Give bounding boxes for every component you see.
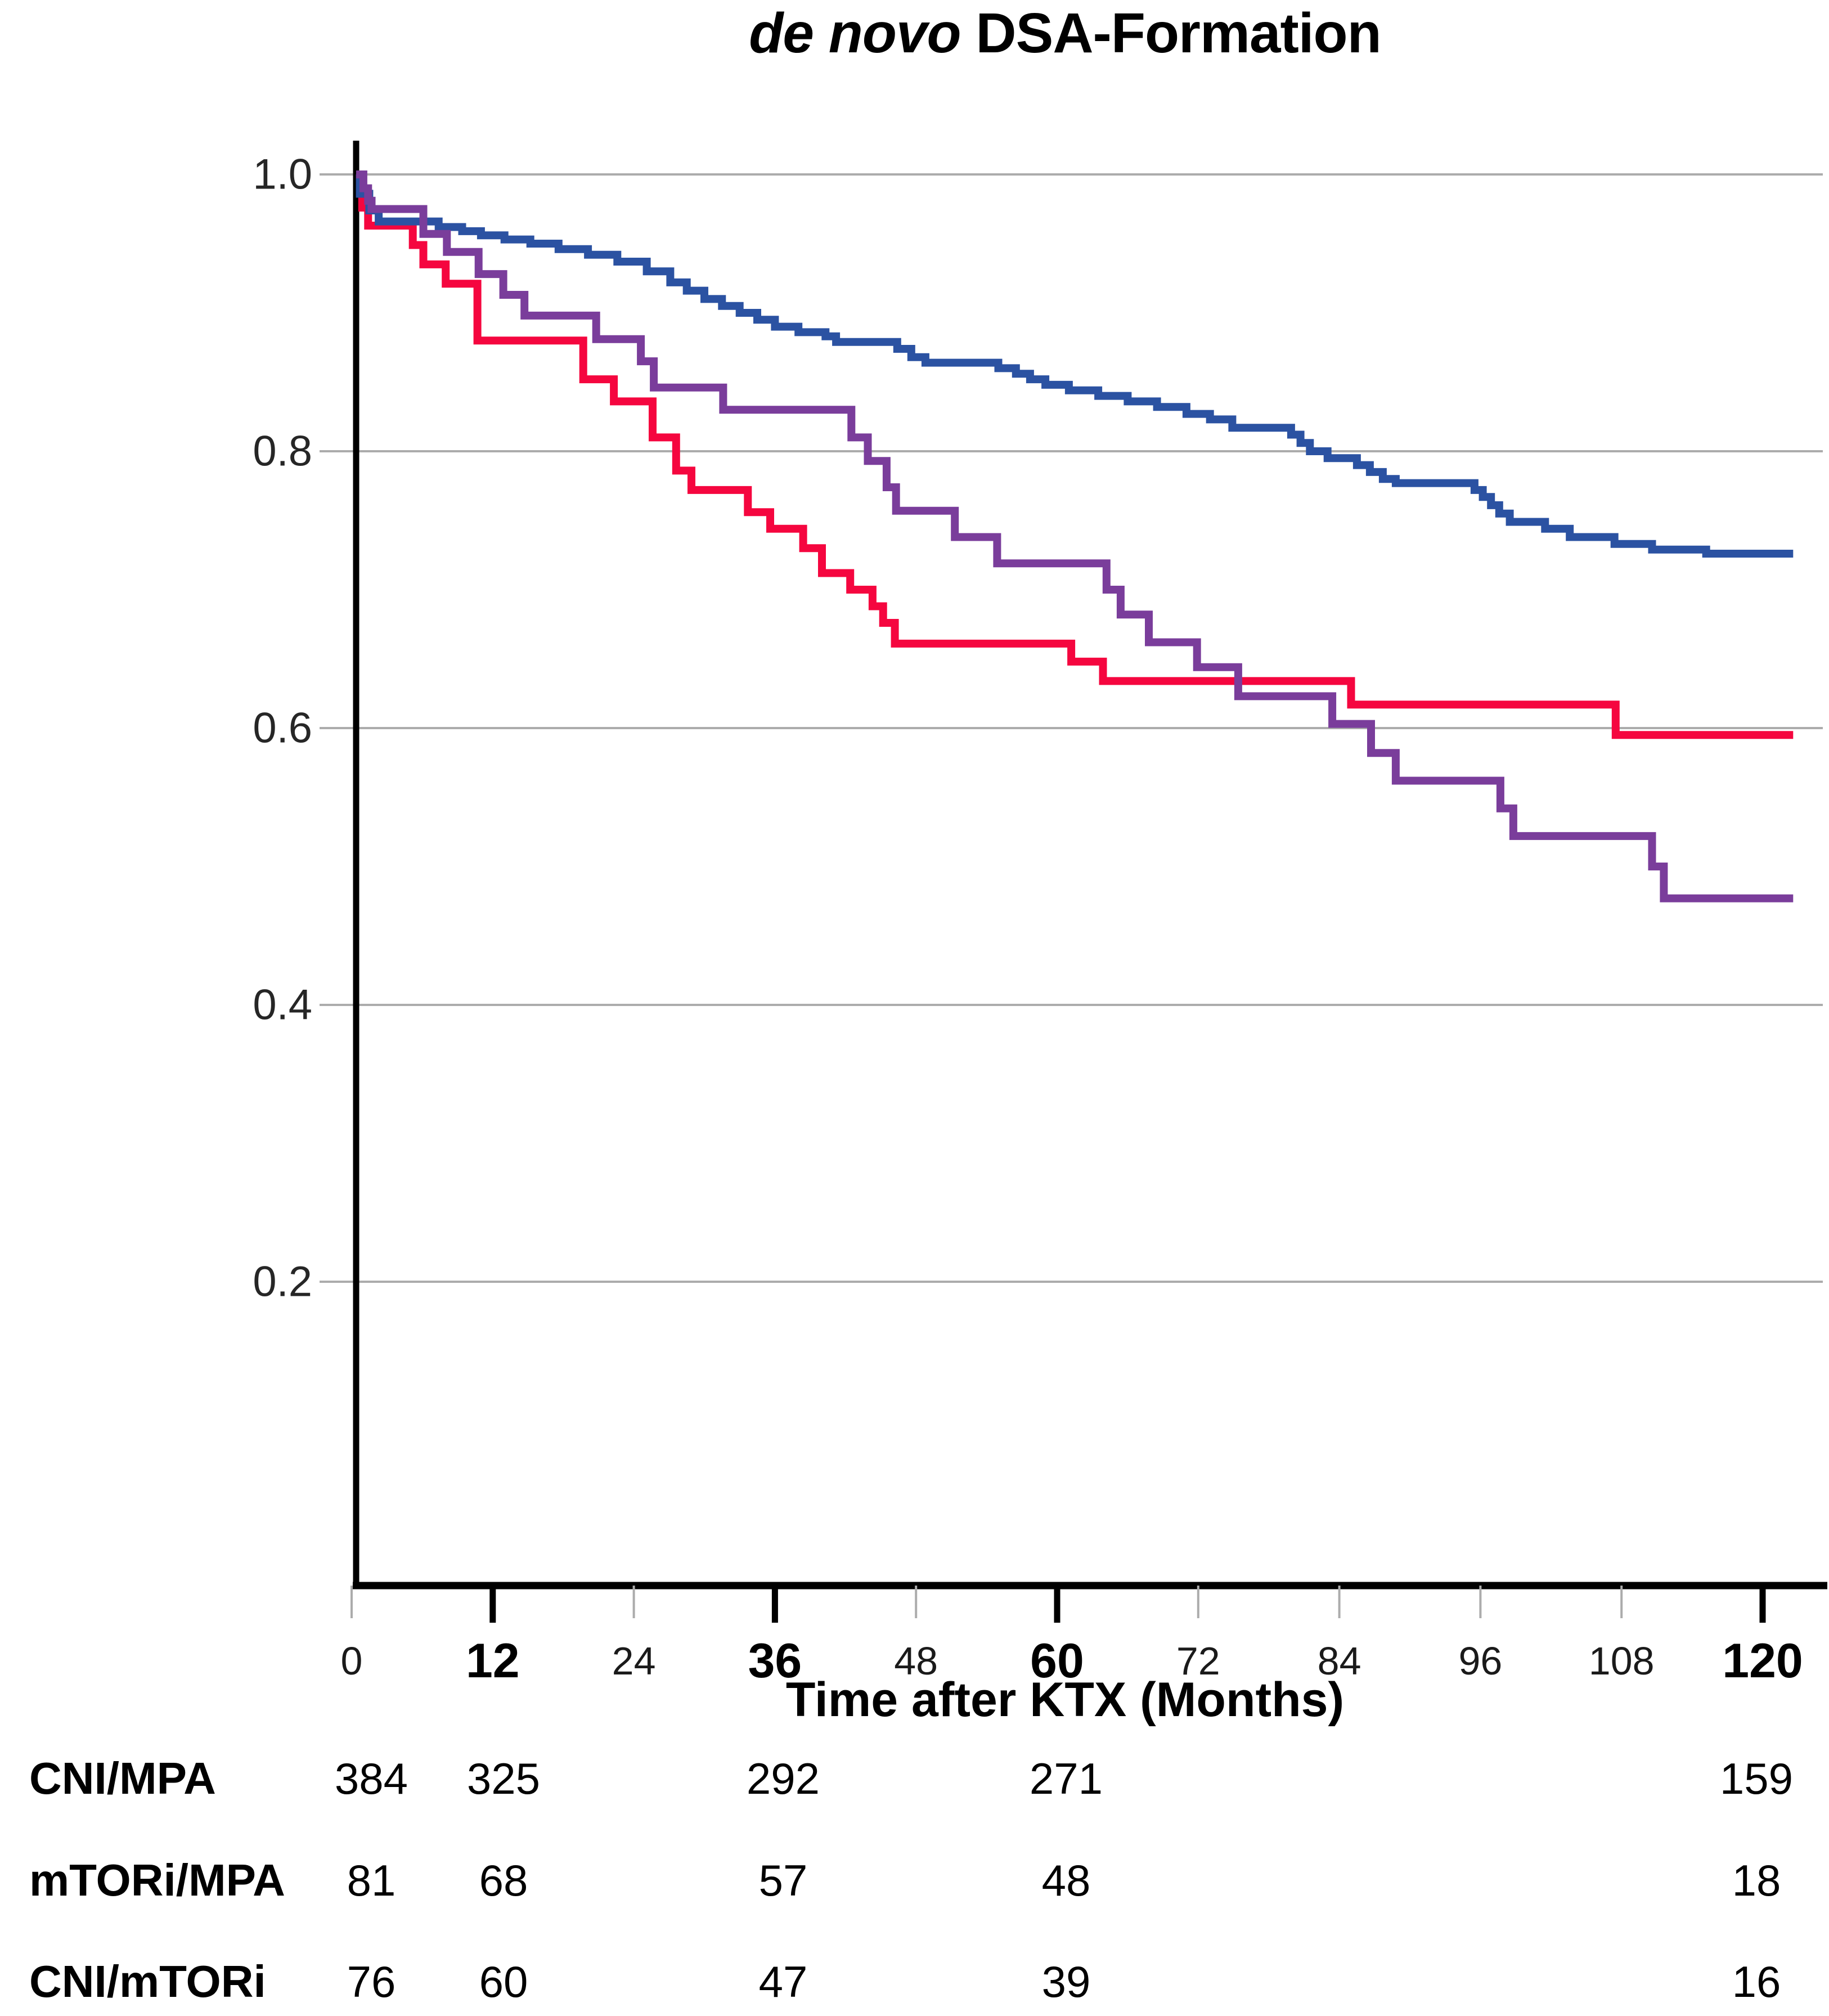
risk-value-CNI-mTORi-m60: 39 bbox=[1041, 1957, 1091, 2006]
xtick-label-24: 24 bbox=[612, 1639, 656, 1683]
risk-value-CNI-mTORi-m0: 76 bbox=[347, 1957, 396, 2006]
xtick-label-0: 0 bbox=[341, 1639, 363, 1683]
risk-row-label-CNI-MPA: CNI/MPA bbox=[29, 1753, 216, 1803]
chart-title: de novo DSA-Formation bbox=[356, 1, 1774, 66]
xtick-label-72: 72 bbox=[1176, 1639, 1220, 1683]
risk-value-mTORi-MPA-m36: 57 bbox=[758, 1856, 808, 1905]
xtick-label-84: 84 bbox=[1318, 1639, 1361, 1683]
risk-value-CNI-MPA-m0: 384 bbox=[334, 1754, 408, 1803]
risk-value-mTORi-MPA-m0: 81 bbox=[347, 1856, 396, 1905]
xtick-label-36: 36 bbox=[748, 1634, 802, 1688]
risk-value-CNI-MPA-m12: 325 bbox=[466, 1754, 541, 1803]
xtick-label-12: 12 bbox=[466, 1634, 520, 1688]
ytick-label-0.8: 0.8 bbox=[253, 428, 312, 475]
ytick-label-0.4: 0.4 bbox=[253, 981, 312, 1029]
chart-title-rest: DSA-Formation bbox=[976, 2, 1381, 65]
xtick-label-96: 96 bbox=[1458, 1639, 1502, 1683]
xtick-label-108: 108 bbox=[1589, 1639, 1655, 1683]
x-axis-label: Time after KTX (Months) bbox=[785, 1673, 1345, 1727]
xtick-label-120: 120 bbox=[1722, 1634, 1803, 1688]
km-curve-CNI-MPA bbox=[356, 170, 1794, 558]
risk-value-CNI-MPA-m120: 159 bbox=[1719, 1754, 1794, 1803]
xtick-label-60: 60 bbox=[1030, 1634, 1084, 1688]
ytick-label-0.6: 0.6 bbox=[253, 704, 312, 752]
risk-row-label-CNI-mTORi: CNI/mTORi bbox=[29, 1956, 266, 2006]
risk-value-mTORi-MPA-m60: 48 bbox=[1041, 1856, 1091, 1905]
risk-value-CNI-mTORi-m36: 47 bbox=[758, 1957, 808, 2006]
ytick-label-1.0: 1.0 bbox=[253, 151, 312, 199]
km-curve-CNI-mTORi bbox=[356, 170, 1794, 739]
risk-value-mTORi-MPA-m12: 68 bbox=[479, 1856, 528, 1905]
risk-value-mTORi-MPA-m120: 18 bbox=[1732, 1856, 1781, 1905]
xtick-label-48: 48 bbox=[894, 1639, 938, 1683]
chart-title-italic: de novo bbox=[749, 2, 961, 65]
ytick-label-0.2: 0.2 bbox=[253, 1258, 312, 1306]
risk-value-CNI-MPA-m36: 292 bbox=[746, 1754, 820, 1803]
risk-value-CNI-mTORi-m12: 60 bbox=[479, 1957, 528, 2006]
risk-value-CNI-mTORi-m120: 16 bbox=[1732, 1957, 1781, 2006]
risk-value-CNI-MPA-m60: 271 bbox=[1029, 1754, 1103, 1803]
risk-row-label-mTORi-MPA: mTORi/MPA bbox=[29, 1855, 285, 1905]
km-curve-mTORi-MPA bbox=[356, 170, 1794, 903]
